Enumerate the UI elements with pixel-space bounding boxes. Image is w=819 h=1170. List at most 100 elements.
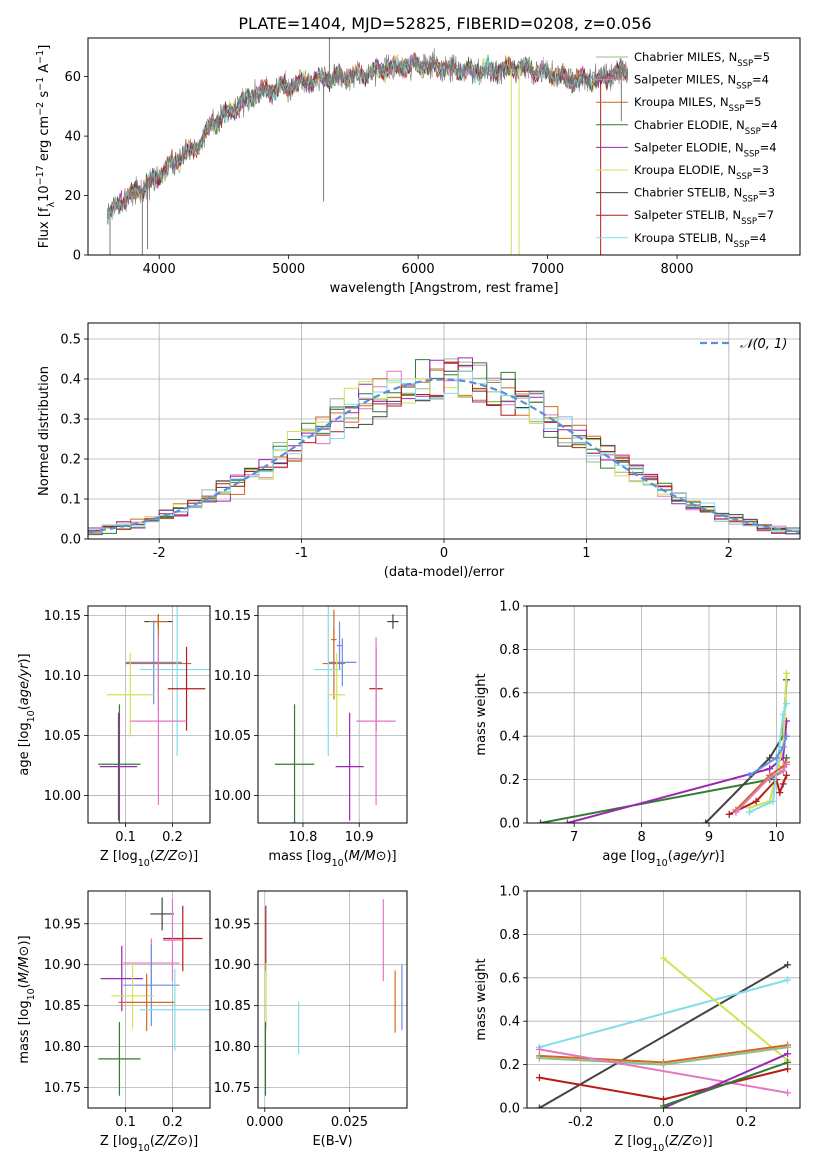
errorbar-point <box>328 652 346 737</box>
x-axis-label: Z [log10(Z/Z⊙)] <box>614 1134 712 1154</box>
legend-entry: 𝒩(0, 1) <box>740 337 787 352</box>
weight-marker <box>784 1089 792 1097</box>
errorbar-point <box>100 945 143 1012</box>
y-tick-label: 0.6 <box>499 686 520 701</box>
weight-marker <box>766 773 774 781</box>
legend-entry: Salpeter MILES, NSSP=4 <box>634 73 769 92</box>
errorbar-point <box>139 606 210 756</box>
weight-line-salpeter-miles <box>735 763 788 813</box>
weight-marker <box>766 754 774 762</box>
x-tick-label: 4000 <box>143 262 176 277</box>
weight-marker <box>769 797 777 805</box>
y-tick-label: 10.80 <box>44 1040 81 1055</box>
errorbar-point <box>118 973 175 1032</box>
weight-marker <box>752 797 760 805</box>
x-tick-label: 9 <box>705 830 713 845</box>
x-tick-label: -1 <box>295 546 308 561</box>
weight-marker <box>779 780 787 788</box>
y-axis-label: Normed distribution <box>37 366 52 496</box>
legend-entry: Kroupa ELODIE, NSSP=3 <box>634 163 769 182</box>
mass-vs-Z-panel: 0.1 0.2 10.75 10.80 10.85 10.90 10.95 Z [log10(… <box>17 890 211 1154</box>
x-axis-label: age [log10(age/yr)] <box>602 849 724 869</box>
weight-marker <box>660 1095 667 1103</box>
weight-marker <box>783 732 791 740</box>
errorbar-point <box>123 944 180 1027</box>
weight-marker <box>660 1102 667 1108</box>
spectrum-panel: 4000 5000 6000 7000 8000 0 20 40 60 Chabrier MILE… <box>35 37 801 296</box>
y-tick-label: 0.8 <box>499 928 520 943</box>
weight-marker <box>745 808 753 816</box>
axes-frame <box>87 37 801 256</box>
weight-marker <box>535 1054 543 1062</box>
y-tick-label: 10.10 <box>44 669 81 684</box>
weight-marker <box>783 700 791 708</box>
errorbar-point <box>167 646 206 731</box>
y-tick-label: 0.2 <box>499 773 520 788</box>
y-tick-label: 10.90 <box>214 958 251 973</box>
legend-entry: Salpeter STELIB, NSSP=7 <box>634 208 774 227</box>
y-tick-label: 1.0 <box>499 600 520 615</box>
weight-marker <box>660 954 667 962</box>
weight-marker <box>702 819 710 823</box>
y-tick-label: 10.80 <box>214 1040 251 1055</box>
y-tick-label: 10.15 <box>44 609 81 624</box>
errorbar-point <box>106 652 154 737</box>
weight-marker <box>535 1045 543 1053</box>
axes-frame <box>87 322 801 540</box>
x-tick-label: 10 <box>768 830 785 845</box>
legend-entry: Chabrier MILES, NSSP=5 <box>634 50 770 69</box>
y-axis-label: Flux [fλ10−17 erg cm−2 s−1 A−1] <box>35 45 57 249</box>
y-axis-label: age [log10(age/yr)] <box>17 653 37 775</box>
y-tick-label: 0.1 <box>60 493 81 508</box>
y-tick-label: 60 <box>64 70 81 85</box>
x-tick-label: 0 <box>440 546 448 561</box>
y-tick-label: 40 <box>64 130 81 145</box>
weight-marker <box>732 808 740 816</box>
y-tick-label: 1.0 <box>499 885 520 900</box>
x-tick-label: 0.2 <box>162 830 183 845</box>
errorbar-point <box>111 963 154 1029</box>
x-tick-label: 7 <box>570 830 578 845</box>
errorbar-point <box>163 905 203 972</box>
weight-vs-age-panel: 7 8 9 10 0.0 0.2 0.4 0.6 0.8 1.0 age [log10(age/yr… <box>474 600 801 869</box>
weight-line-chabrier-elodie <box>663 1061 788 1107</box>
errorbar-point <box>336 621 343 670</box>
y-tick-label: 10.05 <box>44 729 81 744</box>
weight-marker <box>766 765 774 773</box>
x-tick-label: 5000 <box>272 262 305 277</box>
weight-marker <box>536 819 544 823</box>
x-tick-label: 6000 <box>402 262 435 277</box>
errorbar-point <box>322 627 346 700</box>
x-axis-label: E(B-V) <box>312 1134 352 1149</box>
axes-frame <box>526 605 801 824</box>
x-tick-label: 8000 <box>660 262 693 277</box>
y-tick-label: 0.0 <box>60 533 81 548</box>
y-tick-label: 0 <box>73 249 81 264</box>
y-tick-label: 0.0 <box>499 817 520 832</box>
y-tick-label: 0.2 <box>60 453 81 468</box>
axes-frame <box>87 890 211 1109</box>
x-tick-label: -2 <box>153 546 166 561</box>
y-axis-label: mass [log10(M/M⊙)] <box>17 935 37 1063</box>
weight-marker <box>779 743 787 751</box>
weight-line-kroupa-elodie <box>662 957 789 1062</box>
weight-marker <box>535 1074 543 1082</box>
x-axis-label: mass [log10(M/M⊙)] <box>268 849 396 869</box>
errorbar-point <box>98 1022 141 1096</box>
x-tick-label: 1 <box>582 546 590 561</box>
x-tick-label: 0.1 <box>115 1115 136 1130</box>
legend-entry: Kroupa MILES, NSSP=5 <box>634 95 761 114</box>
y-tick-label: 0.4 <box>499 730 520 745</box>
weight-marker <box>784 961 792 969</box>
y-tick-label: 10.90 <box>44 958 81 973</box>
spectrum-observed <box>107 47 629 225</box>
x-axis-label: Z [log10(Z/Z⊙)] <box>100 1134 198 1154</box>
y-tick-label: 10.05 <box>214 729 251 744</box>
x-tick-label: 8 <box>637 830 645 845</box>
x-tick-label: 2 <box>725 546 733 561</box>
y-tick-label: 0.5 <box>60 333 81 348</box>
x-axis-label: wavelength [Angstrom, rest frame] <box>330 281 559 296</box>
mass-vs-EBV-panel: 0.000 0.025 10.75 10.80 10.85 10.90 10.95 E(B-V… <box>214 890 408 1149</box>
weight-marker <box>772 754 780 762</box>
